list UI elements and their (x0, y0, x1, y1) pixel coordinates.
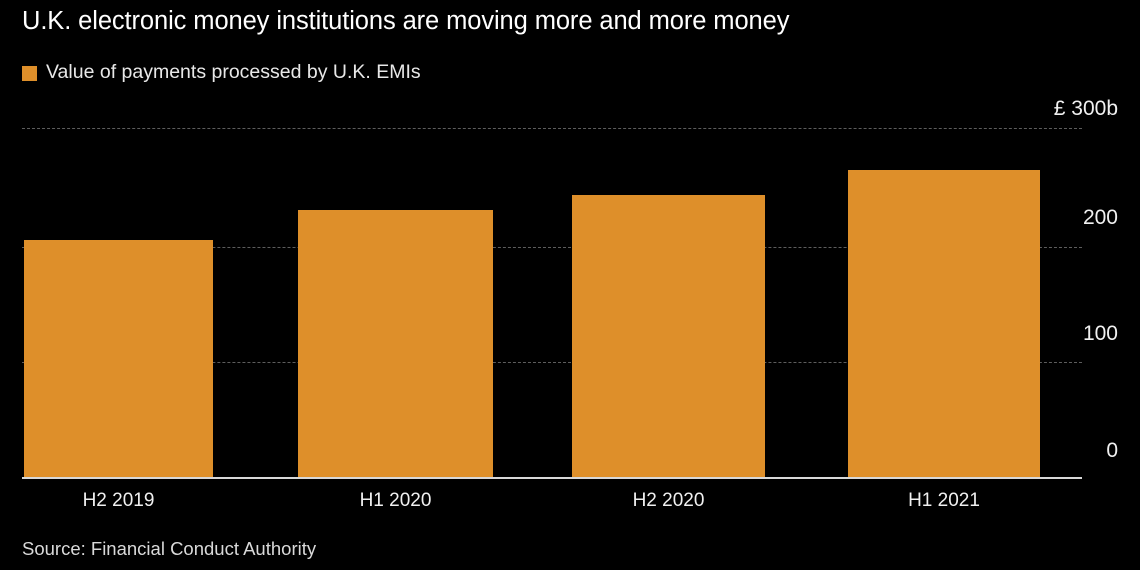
gridline-100 (22, 362, 1082, 363)
bar-h2-2020[interactable] (572, 195, 765, 477)
legend-swatch-icon (22, 65, 37, 81)
y-axis-tick-label-0: 0 (1106, 439, 1118, 462)
x-axis-tick-label-h2-2019: H2 2019 (82, 490, 155, 511)
bar-h1-2020[interactable] (298, 210, 493, 477)
gridline-300 (22, 128, 1082, 129)
bar-h2-2019[interactable] (24, 240, 213, 477)
x-axis-tick-label-h1-2020: H1 2020 (359, 490, 432, 511)
y-axis-tick-label-200: 200 (1082, 206, 1118, 229)
source-attribution: Source: Financial Conduct Authority (22, 538, 317, 559)
x-axis-tick-label-h2-2020: H2 2020 (632, 490, 705, 511)
chart-title: U.K. electronic money institutions are m… (22, 7, 790, 35)
y-axis-tick-label-100: 100 (1082, 322, 1118, 345)
legend-item-label: Value of payments processed by U.K. EMIs (46, 61, 421, 84)
x-axis-tick-label-h1-2021: H1 2021 (908, 490, 980, 511)
bar-h1-2021[interactable] (848, 170, 1040, 477)
x-axis-line (22, 477, 1082, 479)
chart-legend: Value of payments processed by U.K. EMIs (22, 62, 421, 84)
gridline-200 (22, 247, 1082, 248)
y-axis-tick-label-300: £ 300b (1053, 97, 1118, 120)
